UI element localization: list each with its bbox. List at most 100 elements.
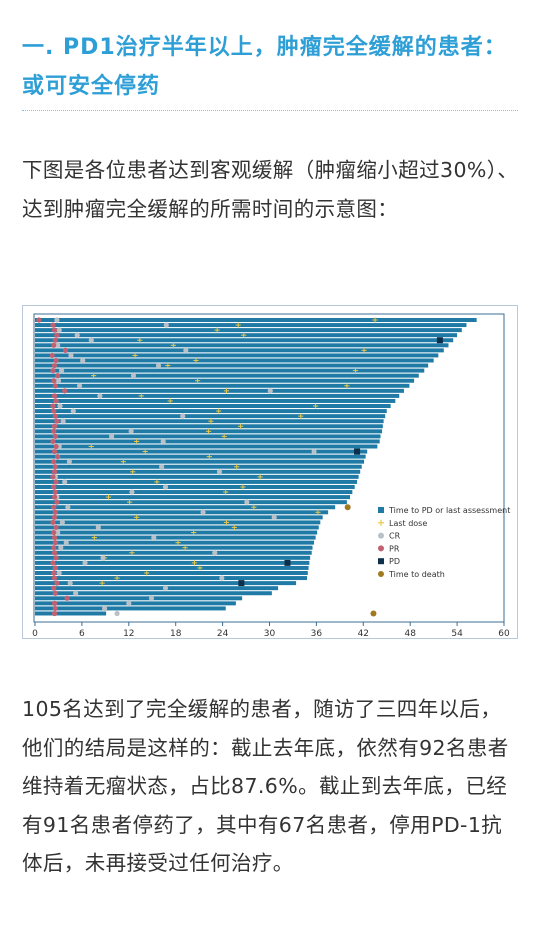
death-marker — [344, 504, 351, 511]
pr-marker — [55, 454, 61, 460]
last-dose-marker — [165, 362, 171, 369]
cr-marker — [180, 413, 186, 419]
cr-marker — [200, 509, 206, 515]
last-dose-marker — [88, 443, 94, 450]
cr-marker — [55, 529, 61, 536]
pr-marker — [51, 585, 57, 591]
patient-bar — [35, 560, 310, 565]
pr-marker — [54, 418, 60, 424]
patient-bar — [35, 373, 419, 378]
last-dose-marker — [144, 570, 150, 576]
pr-marker — [49, 352, 55, 359]
cr-marker — [162, 585, 169, 591]
cr-marker — [126, 600, 132, 606]
cr-marker — [244, 499, 250, 505]
pr-marker — [51, 504, 57, 510]
last-dose-marker — [170, 342, 176, 348]
pr-marker — [52, 509, 58, 515]
patient-bar — [35, 490, 353, 495]
pr-marker — [51, 459, 57, 465]
cr-marker — [65, 504, 71, 510]
pr-marker — [52, 464, 58, 470]
last-dose-marker — [167, 398, 173, 404]
pr-marker — [51, 529, 57, 536]
last-dose-marker — [205, 428, 212, 434]
patient-bar — [35, 353, 439, 358]
pr-marker — [52, 565, 58, 571]
x-tick-label: 36 — [311, 629, 323, 638]
last-dose-marker — [214, 327, 220, 333]
last-dose-marker — [91, 534, 98, 541]
legend-label: PD — [389, 557, 400, 566]
pr-marker — [52, 413, 58, 419]
last-dose-marker — [154, 479, 160, 485]
legend-label: Time to PD or last assessment — [388, 506, 510, 515]
patient-bar — [35, 581, 297, 586]
patient-bar — [35, 439, 380, 444]
pr-marker — [51, 469, 58, 475]
cr-marker — [82, 560, 88, 566]
pr-marker — [51, 327, 58, 333]
pr-marker — [51, 545, 57, 551]
pr-marker — [50, 519, 56, 525]
patient-bar — [35, 393, 400, 398]
pd-marker — [354, 448, 361, 455]
pr-marker — [64, 595, 70, 601]
pr-marker — [51, 362, 58, 369]
cr-marker — [58, 545, 64, 551]
patient-bar — [35, 363, 429, 368]
pr-marker — [51, 423, 58, 429]
patient-bar — [35, 474, 359, 479]
patient-bar — [35, 520, 321, 525]
last-dose-marker — [344, 383, 350, 389]
patient-bar — [35, 555, 311, 560]
pr-marker — [51, 570, 57, 576]
pr-marker — [51, 378, 57, 384]
cr-marker — [109, 433, 115, 439]
last-dose-marker — [237, 423, 244, 429]
last-dose-marker — [315, 509, 321, 515]
patient-bar — [35, 424, 383, 429]
patient-bar — [35, 398, 396, 403]
patient-bar — [35, 596, 243, 601]
last-dose-marker — [130, 469, 136, 475]
pr-marker — [50, 474, 56, 480]
pr-marker — [52, 433, 58, 439]
pr-marker — [52, 383, 58, 389]
patient-bar — [35, 348, 444, 353]
last-dose-marker — [352, 368, 359, 374]
last-dose-marker — [175, 540, 181, 546]
legend-swatch — [378, 532, 384, 539]
cr-marker — [66, 459, 72, 465]
legend-swatch — [378, 571, 384, 577]
death-marker — [370, 610, 377, 617]
pr-marker — [51, 514, 58, 520]
last-dose-marker — [231, 524, 237, 531]
cr-marker — [88, 337, 94, 343]
last-dose-marker — [191, 529, 197, 536]
legend-item: Time to PD or last assessment — [378, 506, 510, 515]
last-dose-marker — [361, 347, 367, 353]
patient-bar — [35, 510, 329, 515]
pr-marker — [54, 580, 60, 586]
x-tick-label: 24 — [217, 629, 229, 638]
cr-marker — [95, 524, 101, 531]
patient-bar — [35, 565, 309, 570]
pr-marker — [54, 499, 60, 505]
patient-bar — [35, 479, 358, 484]
last-dose-marker — [191, 560, 198, 566]
last-dose-marker — [223, 489, 229, 495]
last-dose-marker — [240, 484, 246, 490]
results-paragraph: 105名达到了完全缓解的患者，随访了三四年以后，他们的结局是这样的：截止去年底，… — [22, 697, 509, 875]
cr-marker — [160, 438, 166, 445]
cr-marker — [162, 484, 169, 490]
x-tick-label: 6 — [79, 629, 85, 638]
patient-bar — [35, 464, 362, 469]
cr-marker — [114, 610, 120, 617]
last-dose-marker — [134, 438, 140, 445]
pr-marker — [50, 368, 56, 374]
last-dose-marker — [372, 317, 378, 323]
patient-bar — [35, 591, 272, 596]
pr-marker — [36, 317, 42, 323]
last-dose-marker — [91, 373, 97, 379]
